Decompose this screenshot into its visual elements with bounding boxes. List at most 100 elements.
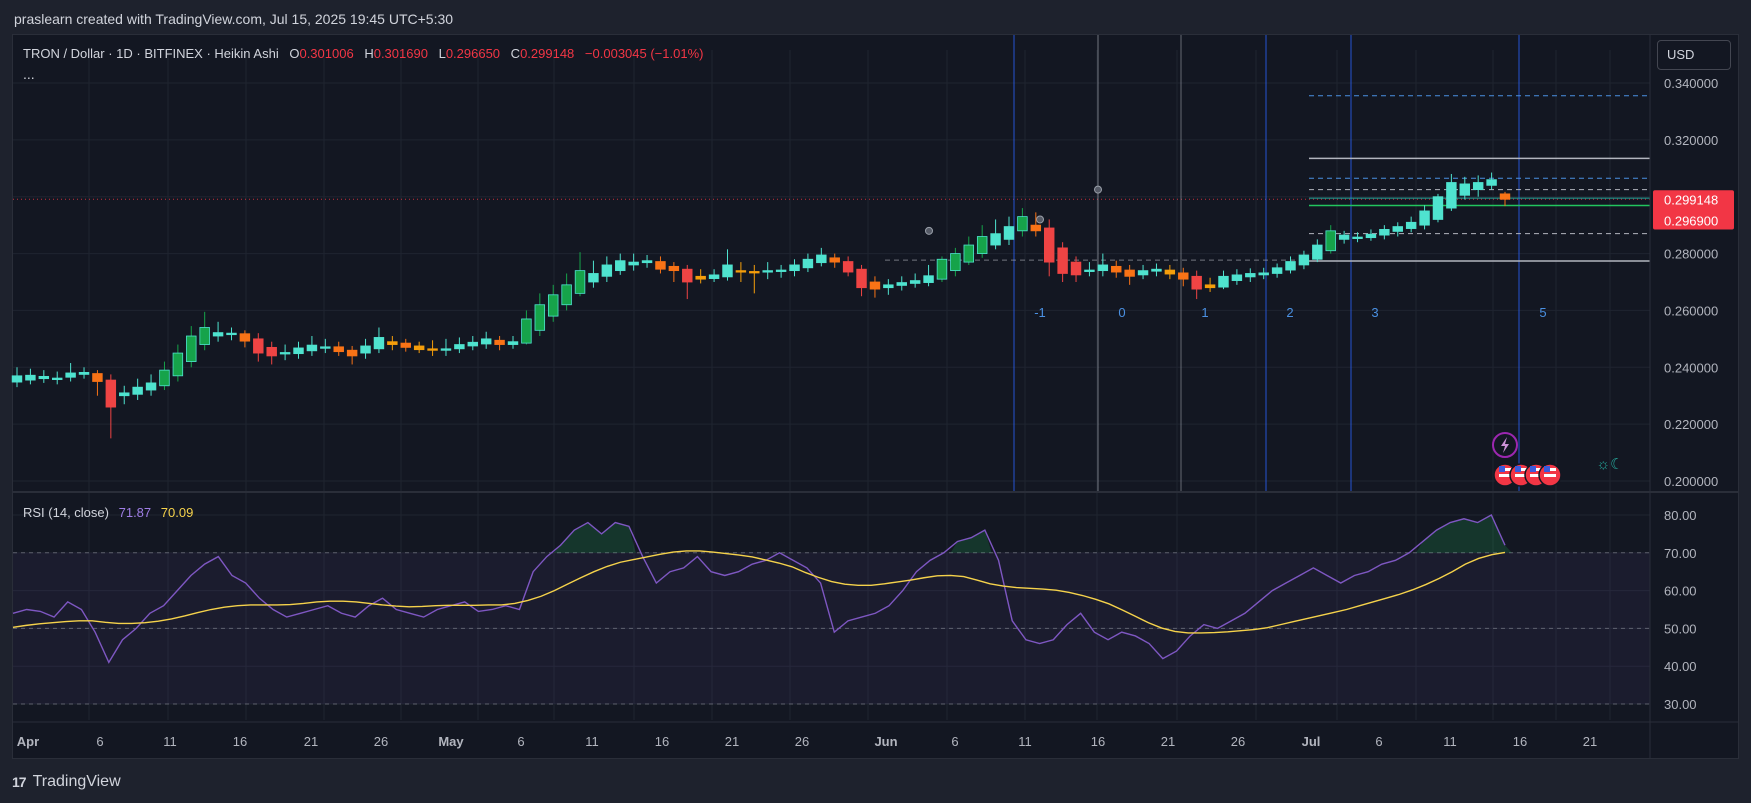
- candle[interactable]: [655, 256, 666, 274]
- rsi-legend[interactable]: RSI (14, close) 71.87 70.09: [23, 505, 193, 520]
- signal-marker-icon[interactable]: [1036, 215, 1044, 224]
- candle[interactable]: [1030, 212, 1042, 237]
- candle[interactable]: [145, 374, 157, 396]
- candle[interactable]: [816, 247, 827, 267]
- candle[interactable]: [1379, 225, 1390, 240]
- candle[interactable]: [521, 310, 532, 345]
- candle[interactable]: [628, 253, 639, 271]
- candle[interactable]: [320, 338, 331, 354]
- candle[interactable]: [1338, 230, 1350, 244]
- candle[interactable]: [534, 293, 546, 337]
- candle[interactable]: [802, 253, 814, 273]
- candle[interactable]: [896, 276, 907, 291]
- candle[interactable]: [1298, 250, 1310, 270]
- candle[interactable]: [682, 264, 693, 300]
- candle[interactable]: [253, 333, 264, 362]
- candle[interactable]: [1070, 256, 1082, 282]
- rsi-ma-line[interactable]: [12, 550, 1506, 634]
- candle[interactable]: [1486, 172, 1497, 190]
- candle[interactable]: [454, 337, 465, 354]
- candle[interactable]: [440, 338, 452, 356]
- us-flag-event-icon[interactable]: [1538, 463, 1562, 487]
- currency-selector[interactable]: USD: [1657, 40, 1731, 70]
- candle[interactable]: [1003, 216, 1015, 246]
- candle[interactable]: [1459, 176, 1471, 200]
- candle[interactable]: [588, 260, 599, 288]
- candle[interactable]: [1218, 270, 1229, 290]
- candle[interactable]: [387, 336, 398, 351]
- candle[interactable]: [869, 276, 881, 298]
- rsi-title[interactable]: RSI (14, close): [23, 505, 109, 520]
- candle[interactable]: [1204, 277, 1216, 292]
- candle[interactable]: [266, 341, 277, 365]
- rsi-line[interactable]: [12, 514, 1506, 664]
- candle[interactable]: [561, 273, 572, 311]
- candle[interactable]: [105, 374, 117, 439]
- candle[interactable]: [856, 264, 867, 297]
- candle[interactable]: [1137, 264, 1149, 280]
- candle[interactable]: [1365, 229, 1377, 241]
- candle[interactable]: [333, 341, 344, 356]
- footer-branding[interactable]: 17 TradingView: [12, 770, 121, 794]
- candle[interactable]: [775, 264, 787, 278]
- candle[interactable]: [762, 262, 773, 280]
- candle[interactable]: [226, 327, 237, 341]
- candle[interactable]: [279, 344, 291, 361]
- candle[interactable]: [1271, 263, 1283, 278]
- candle[interactable]: [641, 254, 653, 268]
- candle[interactable]: [936, 256, 948, 282]
- more-button[interactable]: ...: [23, 66, 35, 82]
- candle[interactable]: [1151, 263, 1162, 277]
- candle[interactable]: [615, 253, 626, 275]
- candle[interactable]: [1325, 225, 1336, 254]
- candle[interactable]: [413, 341, 425, 354]
- candle[interactable]: [829, 253, 840, 268]
- candle[interactable]: [1191, 270, 1202, 300]
- candle[interactable]: [1043, 219, 1055, 277]
- candle[interactable]: [1446, 173, 1457, 211]
- candle[interactable]: [467, 336, 479, 351]
- candle[interactable]: [1472, 175, 1484, 197]
- candle[interactable]: [1499, 191, 1511, 207]
- candle[interactable]: [346, 345, 358, 365]
- candle[interactable]: [51, 371, 63, 385]
- candle[interactable]: [65, 363, 76, 382]
- candle[interactable]: [186, 326, 197, 368]
- candle[interactable]: [1124, 264, 1135, 285]
- signal-marker-icon[interactable]: [1094, 185, 1102, 194]
- candle[interactable]: [909, 273, 921, 288]
- candle[interactable]: [25, 368, 36, 385]
- symbol-legend[interactable]: TRON / Dollar · 1D · BITFINEX · Heikin A…: [23, 46, 703, 61]
- candle[interactable]: [883, 279, 894, 295]
- candle[interactable]: [976, 225, 988, 258]
- candle[interactable]: [1245, 268, 1256, 282]
- candle[interactable]: [1097, 253, 1109, 277]
- us-flag-event-icon[interactable]: [1493, 463, 1517, 487]
- candle[interactable]: [1178, 267, 1189, 287]
- candle[interactable]: [601, 256, 613, 282]
- candle[interactable]: [735, 262, 747, 282]
- candle[interactable]: [400, 338, 411, 352]
- candle[interactable]: [1084, 262, 1095, 277]
- candle[interactable]: [749, 264, 760, 294]
- candle[interactable]: [990, 219, 1001, 250]
- candle[interactable]: [78, 367, 90, 379]
- candle[interactable]: [38, 370, 50, 383]
- candle[interactable]: [950, 247, 961, 277]
- candle[interactable]: [1057, 242, 1068, 282]
- candle[interactable]: [722, 249, 733, 281]
- candle[interactable]: [1258, 267, 1269, 280]
- candle[interactable]: [1432, 193, 1444, 223]
- candle[interactable]: [159, 361, 170, 391]
- candle[interactable]: [494, 336, 505, 351]
- candle[interactable]: [547, 284, 559, 322]
- candle[interactable]: [1111, 260, 1122, 278]
- candle[interactable]: [1419, 205, 1430, 230]
- candle[interactable]: [239, 330, 251, 348]
- candle[interactable]: [1017, 208, 1028, 237]
- candle[interactable]: [92, 370, 103, 396]
- candle[interactable]: [427, 340, 438, 356]
- candle[interactable]: [1164, 264, 1176, 280]
- candle[interactable]: [842, 256, 854, 277]
